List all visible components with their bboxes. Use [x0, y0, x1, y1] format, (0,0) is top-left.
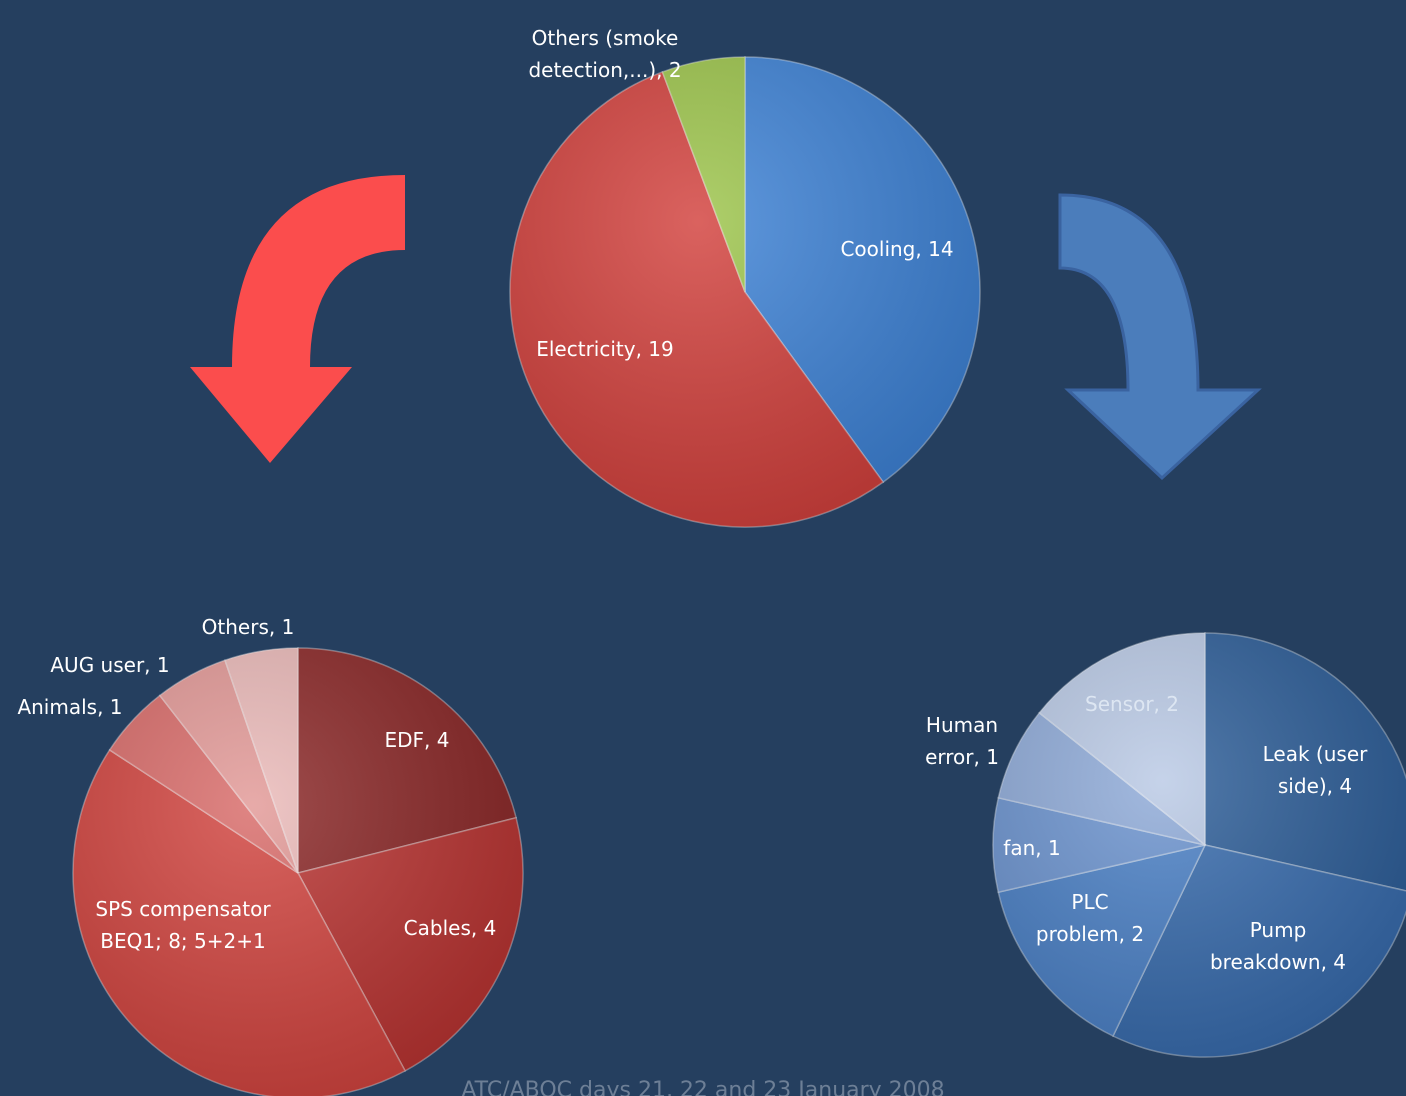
data-label: Cables, 4: [403, 916, 497, 940]
data-label: Electricity, 19: [536, 337, 674, 361]
data-label: Leak (user side), 4: [1262, 742, 1368, 798]
red-arrow: [190, 175, 405, 463]
data-label: Cooling, 14: [840, 237, 954, 261]
blue-arrow: [1058, 193, 1262, 481]
data-label: Animals, 1: [17, 695, 123, 719]
data-label: EDF, 4: [384, 728, 450, 752]
data-label: Others, 1: [201, 615, 295, 639]
data-label: AUG user, 1: [50, 653, 170, 677]
data-label: fan, 1: [1003, 836, 1061, 860]
data-label: PLC problem, 2: [1035, 890, 1145, 946]
data-label: Sensor, 2: [1085, 692, 1179, 716]
data-label: Others (smoke detection,...), 2: [528, 26, 682, 82]
data-label: SPS compensator BEQ1; 8; 5+2+1: [95, 897, 271, 953]
data-label: Pump breakdown, 4: [1209, 918, 1347, 974]
footer: ATC/ABOC days 21, 22 and 23 January 2008: [461, 1078, 945, 1096]
data-label: Human error, 1: [925, 713, 999, 769]
